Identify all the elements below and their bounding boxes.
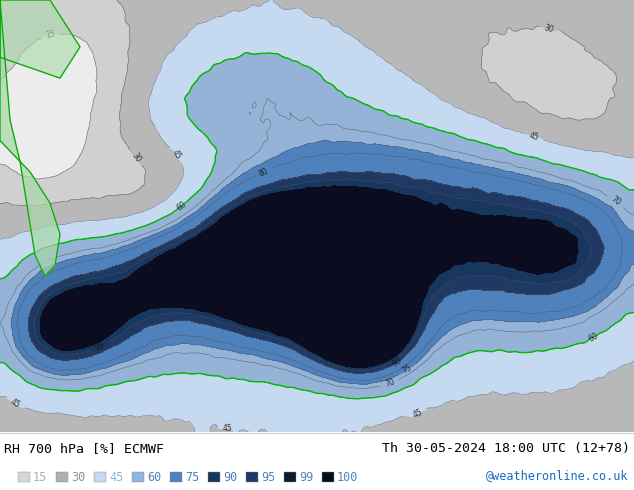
Bar bbox=[246, 472, 258, 482]
Text: @weatheronline.co.uk: @weatheronline.co.uk bbox=[486, 469, 628, 482]
Text: Th 30-05-2024 18:00 UTC (12+78): Th 30-05-2024 18:00 UTC (12+78) bbox=[382, 442, 630, 455]
Bar bbox=[132, 472, 144, 482]
Text: 45: 45 bbox=[411, 407, 424, 419]
Text: 45: 45 bbox=[109, 470, 123, 484]
Text: 99: 99 bbox=[299, 470, 313, 484]
Polygon shape bbox=[0, 0, 80, 78]
Text: 95: 95 bbox=[261, 470, 275, 484]
Text: 75: 75 bbox=[400, 363, 413, 376]
Text: 30: 30 bbox=[543, 23, 555, 35]
Text: 60: 60 bbox=[174, 199, 188, 213]
Text: 95: 95 bbox=[94, 341, 107, 353]
Text: 90: 90 bbox=[391, 355, 404, 368]
Text: 75: 75 bbox=[185, 470, 199, 484]
Text: 15: 15 bbox=[33, 470, 48, 484]
Bar bbox=[170, 472, 182, 482]
Bar bbox=[208, 472, 220, 482]
Text: 60: 60 bbox=[586, 331, 600, 343]
Text: 80: 80 bbox=[257, 166, 270, 178]
Text: RH 700 hPa [%] ECMWF: RH 700 hPa [%] ECMWF bbox=[4, 442, 164, 455]
Bar bbox=[322, 472, 334, 482]
Text: 15: 15 bbox=[44, 29, 56, 40]
Text: 30: 30 bbox=[130, 151, 143, 164]
Text: 90: 90 bbox=[223, 470, 237, 484]
Text: 45: 45 bbox=[8, 397, 22, 410]
Bar bbox=[94, 472, 106, 482]
Text: 70: 70 bbox=[384, 377, 396, 389]
Bar bbox=[284, 472, 296, 482]
Text: 45: 45 bbox=[528, 131, 540, 142]
Bar bbox=[18, 472, 30, 482]
Text: 60: 60 bbox=[147, 470, 161, 484]
Polygon shape bbox=[0, 0, 60, 276]
Bar bbox=[56, 472, 68, 482]
Text: 30: 30 bbox=[71, 470, 85, 484]
Text: 45: 45 bbox=[170, 148, 183, 161]
Text: 45: 45 bbox=[223, 423, 232, 433]
Text: 70: 70 bbox=[609, 195, 623, 208]
Text: 100: 100 bbox=[337, 470, 358, 484]
